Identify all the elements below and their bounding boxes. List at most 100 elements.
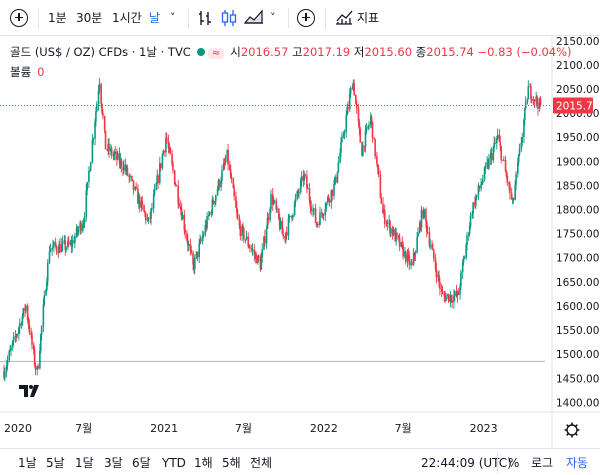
range-5d[interactable]: 5날 — [46, 456, 65, 470]
range-6m[interactable]: 6달 — [132, 456, 151, 470]
percent-toggle[interactable]: % — [508, 456, 520, 470]
candle-body — [404, 251, 407, 262]
candle-body — [364, 130, 367, 148]
compare-symbol-button[interactable] — [297, 8, 315, 28]
candle-body — [222, 162, 225, 171]
market-open-dot — [196, 48, 205, 56]
candle-body — [168, 147, 171, 149]
candle-body — [425, 209, 427, 222]
candle-body — [75, 227, 78, 237]
gear-icon[interactable] — [566, 424, 578, 436]
candle-body — [135, 187, 137, 189]
area-style-icon[interactable] — [243, 9, 264, 29]
candle-body — [95, 111, 97, 122]
price-axis-tick: 1800.00 — [556, 205, 599, 217]
candle-body — [395, 232, 397, 242]
candle-body — [150, 208, 152, 219]
clock-time[interactable]: 22:44:09 (UTC) — [421, 456, 512, 470]
candle-body — [440, 288, 443, 292]
candle-body — [161, 154, 164, 169]
low-label: 저 — [353, 45, 365, 59]
time-axis-tick: 2021 — [150, 422, 178, 435]
volume-legend: 볼륨 0 — [10, 64, 45, 80]
indicators-icon[interactable] — [335, 9, 353, 29]
candle-body — [278, 208, 280, 220]
range-ytd[interactable]: YTD — [162, 456, 186, 470]
candle-body — [11, 340, 14, 348]
interval-1hour[interactable]: 1시간 — [112, 11, 142, 25]
candle-body — [255, 253, 257, 264]
candle-body — [312, 210, 314, 212]
candle-body — [64, 240, 67, 250]
price-axis-tick: 1550.00 — [556, 325, 599, 337]
candle-body — [147, 217, 150, 220]
price-chart[interactable]: 1400.00 1450.00 1500.00 1550.00 1600.00 1650.… — [0, 36, 600, 448]
candle-body — [156, 175, 158, 184]
candle-body — [510, 193, 513, 199]
volume-label[interactable]: 볼륨 — [10, 65, 32, 79]
chart-legend: 골드 (US$ / OZ) CFDs · 1날 · TVC ≈ 시2016.57 고… — [10, 44, 572, 60]
candle-body — [167, 141, 170, 149]
interval-day[interactable]: 날 — [149, 11, 161, 25]
candle-body — [220, 180, 222, 188]
candle-body — [248, 245, 250, 248]
candle-body — [362, 145, 364, 156]
interval-1min[interactable]: 1분 — [48, 11, 67, 25]
interval-dropdown-chevron-icon[interactable]: ˅ — [170, 11, 176, 24]
range-5y[interactable]: 5해 — [222, 456, 241, 470]
range-1y[interactable]: 1해 — [194, 456, 213, 470]
chart-style-chevron-icon[interactable]: ˅ — [270, 11, 276, 24]
auto-scale-toggle[interactable]: 자동 — [566, 456, 589, 470]
candle-body — [80, 222, 82, 231]
candle-body — [39, 334, 42, 351]
candle-body — [138, 196, 141, 208]
tradingview-logo-icon[interactable] — [19, 384, 41, 398]
candle-body — [125, 167, 128, 171]
range-all[interactable]: 전체 — [250, 456, 273, 470]
candle-body — [339, 152, 341, 163]
candle-body — [382, 203, 384, 214]
candle-body — [273, 200, 276, 202]
candle-body — [349, 88, 352, 94]
candle-body — [337, 162, 340, 172]
candle-body — [114, 151, 116, 154]
candle-body — [383, 210, 385, 214]
range-1m[interactable]: 1달 — [75, 456, 94, 470]
candle-body — [505, 171, 508, 177]
candle-body — [46, 262, 49, 282]
candle-body — [385, 223, 388, 225]
candle-body — [120, 159, 123, 168]
candle-body — [141, 200, 144, 206]
candle-style-icon[interactable] — [221, 9, 237, 29]
candle-body — [263, 236, 265, 250]
candle-body — [462, 258, 465, 263]
candle-body — [429, 244, 432, 246]
candle-body — [69, 242, 72, 245]
candle-body — [278, 219, 281, 229]
candle-body — [15, 336, 18, 338]
candle-body — [187, 240, 189, 246]
symbol-description[interactable]: 골드 (US$ / OZ) CFDs · 1날 · TVC — [10, 45, 191, 59]
candle-body — [162, 150, 165, 155]
candle-body — [435, 268, 438, 278]
candle-body — [238, 218, 241, 227]
log-toggle[interactable]: 로그 — [531, 456, 554, 470]
add-symbol-button[interactable] — [10, 8, 28, 28]
candle-body — [92, 138, 95, 141]
interval-30min[interactable]: 30분 — [76, 11, 103, 25]
candle-body — [106, 149, 109, 151]
candle-body — [16, 334, 18, 337]
candle-body — [484, 166, 487, 168]
indicators-label[interactable]: 지표 — [357, 11, 380, 25]
candle-body — [36, 366, 39, 370]
candle-body — [104, 130, 107, 150]
range-3m[interactable]: 3달 — [104, 456, 123, 470]
bar-style-icon[interactable] — [198, 9, 212, 29]
candle-body — [59, 244, 61, 253]
candle-body — [292, 214, 294, 219]
range-1d[interactable]: 1날 — [18, 456, 37, 470]
candle-body — [229, 164, 231, 170]
candle-body — [71, 240, 74, 247]
time-axis-tick: 7월 — [75, 422, 92, 435]
candle-body — [217, 180, 220, 190]
